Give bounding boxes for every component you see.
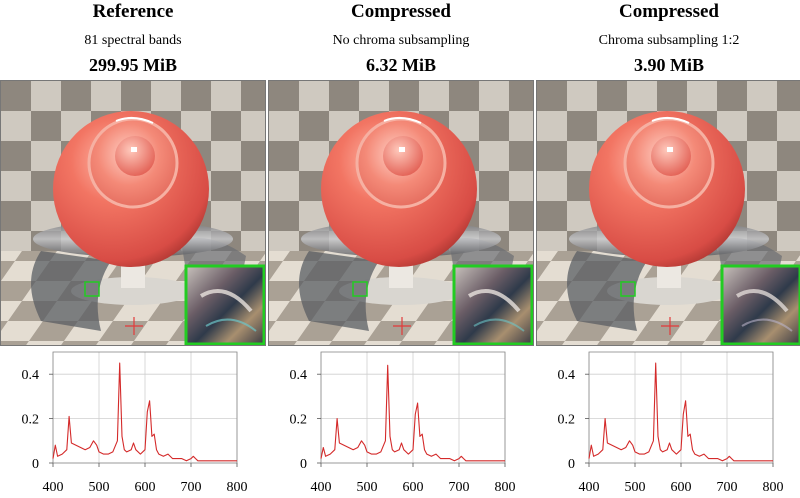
y-tick-label: 0.2 [290, 413, 308, 428]
x-tick-label: 600 [403, 480, 424, 495]
x-tick-label: 500 [357, 480, 378, 495]
x-tick-label: 400 [579, 480, 600, 495]
x-tick-label: 700 [181, 480, 202, 495]
sphere-knob [383, 136, 423, 176]
x-tick-label: 500 [89, 480, 110, 495]
y-tick-label: 0.4 [22, 368, 40, 383]
panel-subtitle: 81 spectral bands [84, 33, 182, 48]
y-tick-label: 0 [568, 457, 575, 472]
zoom-inset [184, 264, 265, 345]
x-tick-label: 600 [671, 480, 692, 495]
spectrum-plot: 400 500 600 700 800 0 0.2 0.4 [268, 350, 534, 498]
glass-ring [567, 251, 647, 331]
x-tick-label: 700 [449, 480, 470, 495]
highlight [399, 147, 405, 152]
spectrum-line [52, 362, 237, 462]
spectrum-line [320, 364, 505, 462]
x-tick-label: 400 [311, 480, 332, 495]
x-tick-label: 400 [43, 480, 64, 495]
panel-size: 299.95 MiB [89, 55, 177, 75]
sphere-knob [115, 136, 155, 176]
x-tick-label: 800 [763, 480, 784, 495]
rendered-image [0, 80, 266, 346]
inset-source-box [620, 281, 636, 297]
x-tick-label: 700 [717, 480, 738, 495]
y-tick-label: 0.4 [558, 368, 576, 383]
x-tick-label: 600 [135, 480, 156, 495]
pedestal-base [607, 277, 731, 305]
panel-subtitle: Chroma subsampling 1:2 [598, 33, 740, 48]
rendered-image [268, 80, 534, 346]
glass-ring [299, 251, 379, 331]
sphere-knob [651, 136, 691, 176]
rim-highlight [115, 117, 154, 124]
x-tick-label: 500 [625, 480, 646, 495]
inset-source-box [84, 281, 100, 297]
x-tick-label: 800 [495, 480, 516, 495]
highlight [131, 147, 137, 152]
panel-size: 3.90 MiB [634, 55, 704, 75]
y-tick-label: 0.2 [558, 413, 576, 428]
zoom-inset [452, 264, 533, 345]
spectrum-line [588, 362, 773, 462]
y-tick-label: 0.4 [290, 368, 308, 383]
panel-title: Compressed [351, 1, 451, 22]
rim-highlight [383, 117, 422, 124]
rendered-image [536, 80, 800, 346]
pedestal-base [71, 277, 195, 305]
rim-highlight [651, 117, 690, 124]
glass-ring [31, 251, 111, 331]
panel-title: Compressed [619, 1, 719, 22]
y-tick-label: 0 [32, 457, 39, 472]
panel-size: 6.32 MiB [366, 55, 436, 75]
y-tick-label: 0.2 [22, 413, 40, 428]
highlight [667, 147, 673, 152]
y-tick-label: 0 [300, 457, 307, 472]
x-tick-label: 800 [227, 480, 248, 495]
inset-source-box [352, 281, 368, 297]
zoom-inset [720, 264, 800, 345]
spectrum-plot: 400 500 600 700 800 0 0.2 0.4 [536, 350, 800, 498]
spectrum-plot: 400 500 600 700 800 0 0.2 0.4 [0, 350, 266, 498]
pedestal-base [339, 277, 463, 305]
panel-title: Reference [92, 1, 174, 22]
panel-subtitle: No chroma subsampling [332, 33, 470, 48]
